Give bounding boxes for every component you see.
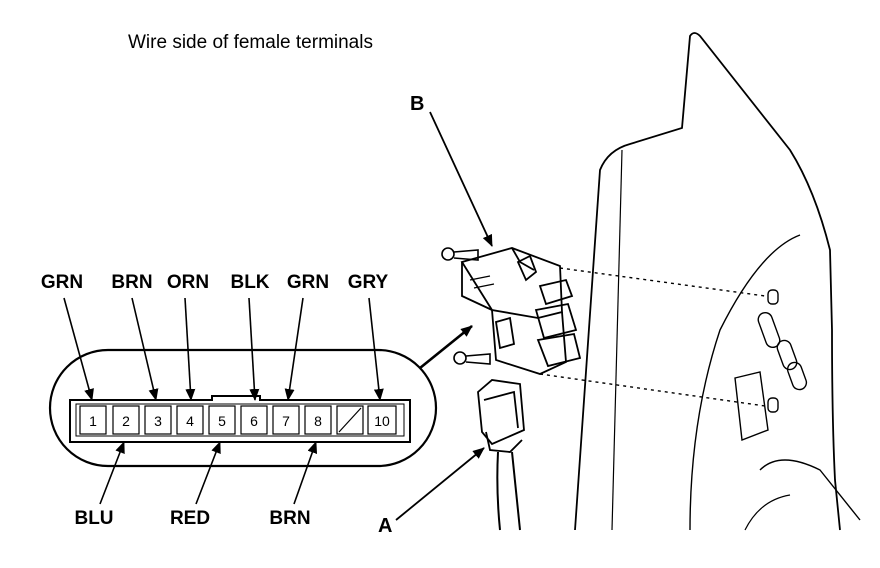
wire-label-gry-10: GRY xyxy=(348,272,389,293)
connector-outline xyxy=(48,348,438,468)
callout-label-a: A xyxy=(378,515,392,537)
terminal-cell-4 xyxy=(176,405,204,435)
callout-arrow-b xyxy=(429,111,493,247)
terminal-cell-2 xyxy=(112,405,140,435)
terminal-cell-9 xyxy=(336,405,364,435)
connector-face-view: 1 2 3 4 5 6 7 8 10 GRN BRN ORN BLK GRN G… xyxy=(41,272,473,529)
terminal-number-10: 10 xyxy=(374,413,390,429)
terminal-number-6: 6 xyxy=(250,413,258,429)
door-panel-illustration xyxy=(395,32,861,531)
leader-arrow-pin-6 xyxy=(248,297,260,401)
door-panel-lower-curve xyxy=(744,494,791,531)
alignment-line-lower xyxy=(539,373,766,407)
wire-label-orn-4: ORN xyxy=(167,272,209,293)
caption: Wire side of female terminals xyxy=(128,32,373,53)
terminal-number-8: 8 xyxy=(314,413,322,429)
terminal-number-4: 4 xyxy=(186,413,194,429)
terminal-number-2: 2 xyxy=(122,413,130,429)
wire-label-blk-6: BLK xyxy=(230,272,269,293)
upper-screw xyxy=(441,247,479,261)
door-panel-outline xyxy=(574,32,841,531)
wire-label-blu-2: BLU xyxy=(74,508,113,529)
view-direction-arrow xyxy=(419,324,473,370)
terminal-cell-9-unused-mark xyxy=(338,407,362,433)
door-panel-contour xyxy=(689,234,801,531)
terminal-cell-5 xyxy=(208,405,236,435)
panel-mounting-hole-lower xyxy=(767,397,779,413)
terminal-cell-8 xyxy=(304,405,332,435)
connector-body xyxy=(69,395,411,443)
leader-arrow-pin-4 xyxy=(184,297,196,401)
panel-switch-recess xyxy=(734,371,769,441)
panel-slot-2 xyxy=(776,339,798,371)
leader-arrow-pin-10 xyxy=(368,297,384,401)
door-panel-armrest-curve xyxy=(759,459,861,521)
terminal-number-3: 3 xyxy=(154,413,162,429)
terminal-cell-7 xyxy=(272,405,300,435)
bottom-leader-arrows xyxy=(99,441,318,505)
leader-arrow-pin-8 xyxy=(293,441,318,505)
terminal-cell-3 xyxy=(144,405,172,435)
panel-slot-3 xyxy=(786,361,808,391)
terminal-number-5: 5 xyxy=(218,413,226,429)
door-panel-edge xyxy=(611,149,623,531)
terminal-number-7: 7 xyxy=(282,413,290,429)
terminal-number-1: 1 xyxy=(89,413,97,429)
leader-arrow-pin-1 xyxy=(63,297,94,401)
wire-label-brn-8: BRN xyxy=(269,508,310,529)
terminal-cell-1 xyxy=(79,405,107,435)
terminal-cell-10 xyxy=(367,405,397,435)
leader-arrow-pin-3 xyxy=(131,297,159,401)
power-window-switch xyxy=(460,247,582,375)
lower-screw xyxy=(453,351,491,365)
terminal-row xyxy=(75,403,405,437)
callout-label-b: B xyxy=(410,93,424,115)
terminal-cells xyxy=(79,405,397,435)
panel-slot-1 xyxy=(757,311,781,349)
top-leader-arrows xyxy=(63,297,384,401)
leader-arrow-pin-5 xyxy=(195,441,221,505)
leader-arrow-pin-2 xyxy=(99,441,125,505)
panel-mounting-hole-upper xyxy=(767,289,779,305)
leader-arrow-pin-7 xyxy=(284,297,304,401)
wire-label-red-5: RED xyxy=(170,508,210,529)
wire-label-grn-1: GRN xyxy=(41,272,83,293)
terminal-cell-6 xyxy=(240,405,268,435)
callout-arrow-a xyxy=(395,447,485,521)
harness-connector xyxy=(477,379,525,531)
wire-label-brn-3: BRN xyxy=(111,272,152,293)
wire-label-grn-7: GRN xyxy=(287,272,329,293)
